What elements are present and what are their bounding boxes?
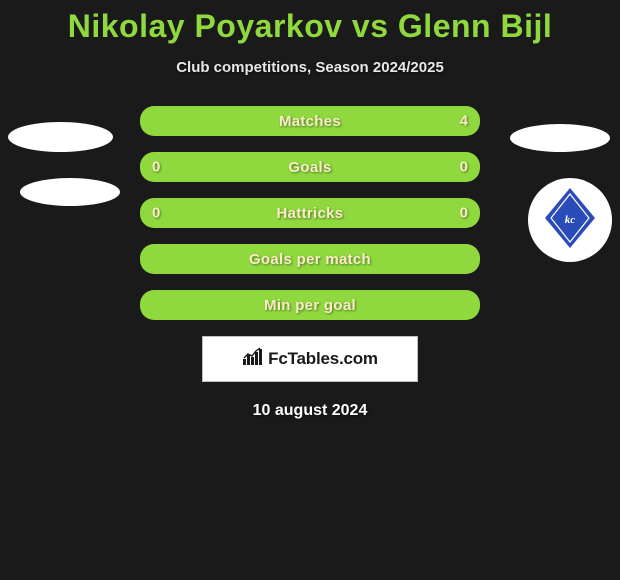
- player2-club-badge: kc: [528, 178, 612, 262]
- stat-row-matches: Matches 4: [140, 106, 480, 136]
- player1-name: Nikolay Poyarkov: [68, 8, 343, 44]
- stat-right-value: 0: [460, 159, 468, 176]
- player1-photo-placeholder: [8, 122, 113, 152]
- stat-label: Goals: [288, 159, 331, 176]
- stat-row-min-per-goal: Min per goal: [140, 290, 480, 320]
- comparison-card: Nikolay Poyarkov vs Glenn Bijl Club comp…: [0, 0, 620, 420]
- stat-row-hattricks: 0 Hattricks 0: [140, 198, 480, 228]
- bar-chart-icon: [242, 347, 264, 372]
- stat-row-goals-per-match: Goals per match: [140, 244, 480, 274]
- brand-text: FcTables.com: [268, 349, 378, 369]
- stat-left-value: 0: [152, 205, 160, 222]
- stat-label: Goals per match: [249, 251, 371, 268]
- stat-label: Hattricks: [277, 205, 344, 222]
- club-crest-icon: kc: [543, 186, 597, 255]
- stat-left-value: 0: [152, 159, 160, 176]
- brand-box[interactable]: FcTables.com: [202, 336, 418, 382]
- stat-right-value: 0: [460, 205, 468, 222]
- stat-label: Matches: [279, 113, 341, 130]
- vs-text: vs: [352, 8, 389, 44]
- page-title: Nikolay Poyarkov vs Glenn Bijl: [0, 8, 620, 45]
- player2-name: Glenn Bijl: [398, 8, 552, 44]
- brand-inner: FcTables.com: [242, 347, 378, 372]
- subtitle: Club competitions, Season 2024/2025: [0, 59, 620, 76]
- stat-row-goals: 0 Goals 0: [140, 152, 480, 182]
- stat-right-value: 4: [460, 113, 468, 130]
- player2-photo-placeholder: [510, 124, 610, 152]
- svg-text:kc: kc: [565, 214, 576, 226]
- date-label: 10 august 2024: [0, 402, 620, 420]
- stat-label: Min per goal: [264, 297, 356, 314]
- player1-club-placeholder: [20, 178, 120, 206]
- stats-list: Matches 4 0 Goals 0 0 Hattricks 0 Goals …: [140, 106, 480, 320]
